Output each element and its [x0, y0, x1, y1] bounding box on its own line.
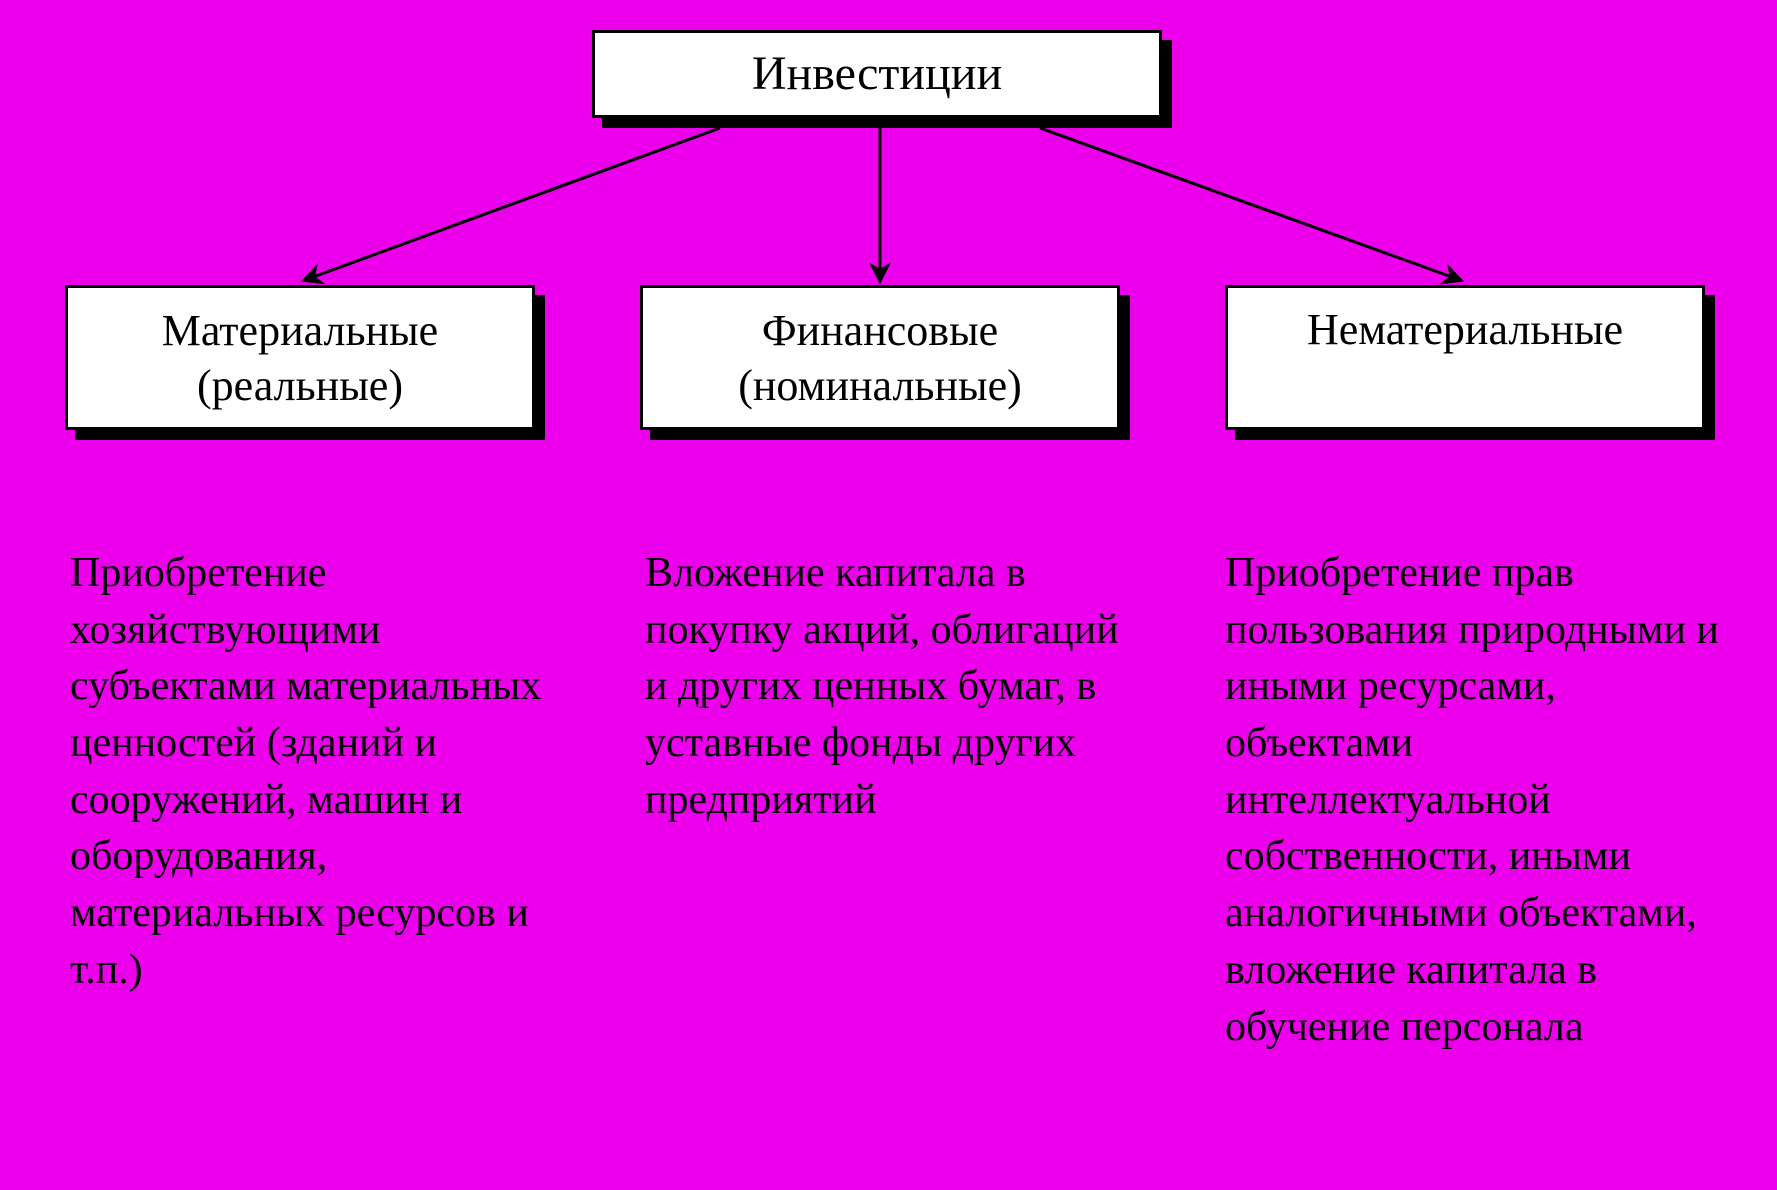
child-desc-financial: Вложение капитала в покупку акций, облиг…: [645, 545, 1135, 828]
child-desc-intangible: Приобретение прав пользования природными…: [1225, 545, 1735, 1055]
child-node-financial-label: Финансовые (номинальные): [643, 303, 1117, 413]
child-node-intangible-label: Нематериальные: [1307, 302, 1623, 357]
child-desc-material: Приобретение хозяйствующими субъектами м…: [70, 545, 550, 999]
child-node-material-label: Материальные (реальные): [68, 303, 532, 413]
root-node-label: Инвестиции: [752, 44, 1002, 104]
child-node-financial: Финансовые (номинальные): [640, 285, 1120, 430]
diagram-canvas: Инвестиции Материальные (реальные) Приоб…: [0, 0, 1777, 1190]
child-desc-financial-text: Вложение капитала в покупку акций, облиг…: [645, 550, 1119, 823]
child-desc-intangible-text: Приобретение прав пользования природными…: [1225, 550, 1719, 1050]
child-desc-material-text: Приобретение хозяйствующими субъектами м…: [70, 550, 541, 993]
child-node-material: Материальные (реальные): [65, 285, 535, 430]
child-node-intangible: Нематериальные: [1225, 285, 1705, 430]
root-node: Инвестиции: [592, 30, 1162, 118]
